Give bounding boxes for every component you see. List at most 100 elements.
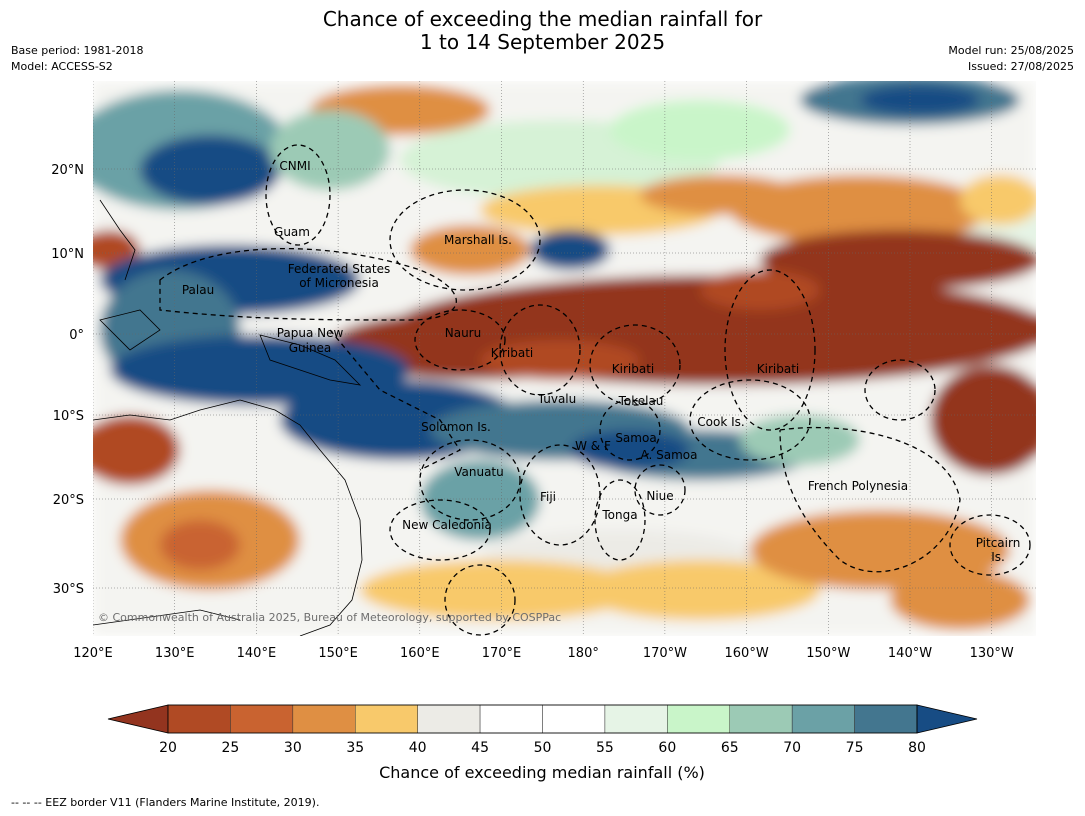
colorbar: 20 25 30 35 40 45 50 55 60 65 70 75 80	[107, 704, 978, 756]
region-label: Papua New	[277, 326, 344, 340]
lat-tick-label: 10°S	[53, 409, 84, 424]
region-label: New Caledonia	[402, 518, 492, 532]
australia-coast-north	[93, 399, 241, 421]
australia-coast-east	[239, 399, 363, 636]
colorbar-segment	[667, 704, 730, 734]
colorbar-segment	[791, 704, 855, 734]
colorbar-extend-low	[107, 704, 169, 734]
model-name: Model: ACCESS-S2	[11, 60, 113, 73]
borneo-coast	[99, 309, 161, 351]
base-period: Base period: 1981-2018	[11, 44, 144, 57]
region-label: Kiribati	[491, 346, 533, 360]
lon-tick-label: 140°W	[888, 646, 932, 661]
region-label: Tonga	[601, 508, 637, 522]
region-label: Cook Is.	[697, 415, 744, 429]
colorbar-tick-label: 20	[159, 740, 177, 756]
region-label: Pitcairn	[976, 536, 1021, 550]
colorbar-tick-label: 75	[846, 740, 864, 756]
lon-tick-label: 120°E	[73, 646, 113, 661]
region-label: Kiribati	[612, 362, 654, 376]
region-label: Is.	[991, 550, 1005, 564]
region-label: Tuvalu	[537, 392, 577, 406]
model-run: Model run: 25/08/2025	[948, 44, 1074, 57]
region-label: Solomon Is.	[421, 420, 491, 434]
region-label: of Micronesia	[299, 276, 379, 290]
region-label: Fiji	[540, 490, 556, 504]
longitude-ticks: 120°E 130°E 140°E 150°E 160°E 170°E 180° 170°W 1…	[73, 646, 1014, 661]
lon-tick-label: 170°E	[482, 646, 522, 661]
region-label: Tokelau	[618, 394, 664, 408]
colorbar-segment	[479, 704, 543, 734]
region-label: Guam	[274, 225, 310, 239]
colorbar-extend-high	[916, 704, 978, 734]
australia-coast-south	[93, 609, 241, 626]
region-label: Kiribati	[757, 362, 799, 376]
colorbar-tick-label: 70	[783, 740, 801, 756]
issued-date: Issued: 27/08/2025	[967, 60, 1074, 73]
colorbar-tick-label: 45	[471, 740, 489, 756]
graticule	[93, 81, 1036, 636]
lat-tick-label: 20°N	[51, 163, 84, 178]
colorbar-tick-label: 55	[596, 740, 614, 756]
region-label: Guinea	[289, 341, 332, 355]
meta-right: Model run: 25/08/2025 Issued: 27/08/2025	[948, 43, 1074, 75]
philippines-coast	[99, 199, 136, 281]
rainfall-field	[93, 81, 1036, 636]
region-label: French Polynesia	[808, 479, 908, 493]
lat-tick-label: 20°S	[53, 493, 84, 508]
lon-tick-label: 150°W	[806, 646, 850, 661]
colorbar-tick-label: 60	[658, 740, 676, 756]
colorbar-tick-label: 35	[346, 740, 364, 756]
lon-tick-label: 130°W	[970, 646, 1014, 661]
copyright-text: © Commonwealth of Australia 2025, Bureau…	[98, 611, 561, 624]
lon-tick-label: 130°E	[155, 646, 195, 661]
colorbar-segment	[604, 704, 668, 734]
colorbar-tick-label: 50	[534, 740, 552, 756]
colorbar-segment	[292, 704, 356, 734]
region-label: W & F	[575, 439, 611, 453]
region-label: A. Samoa	[641, 448, 698, 462]
region-label: Federated States	[288, 262, 390, 276]
colorbar-segment	[355, 704, 418, 734]
region-label: Vanuatu	[454, 465, 504, 479]
colorbar-segment	[230, 704, 294, 734]
lon-tick-label: 140°E	[237, 646, 277, 661]
region-label: Samoa	[615, 431, 656, 445]
colorbar-tick-label: 30	[284, 740, 302, 756]
eez-borders	[159, 144, 1031, 636]
meta-left: Base period: 1981-2018 Model: ACCESS-S2	[11, 43, 143, 75]
region-label: Nauru	[445, 326, 481, 340]
lat-tick-label: 10°N	[51, 247, 84, 262]
lon-tick-label: 160°E	[400, 646, 440, 661]
lon-tick-label: 170°W	[643, 646, 687, 661]
title-line-2: 1 to 14 September 2025	[419, 30, 666, 54]
region-label: Palau	[182, 283, 214, 297]
map-title: Chance of exceeding the median rainfall …	[0, 8, 1085, 54]
colorbar-segment	[729, 704, 793, 734]
region-label: Marshall Is.	[444, 233, 512, 247]
colorbar-segment	[167, 704, 231, 734]
new-guinea-coast	[259, 334, 362, 386]
lat-tick-label: 0°	[69, 328, 84, 343]
coastlines	[93, 199, 363, 636]
latitude-ticks: 20°N 10°N 0° 10°S 20°S 30°S	[51, 163, 84, 597]
lon-tick-label: 180°	[568, 646, 599, 661]
region-label: Niue	[646, 489, 673, 503]
lat-tick-label: 30°S	[53, 582, 84, 597]
lon-tick-label: 160°W	[725, 646, 769, 661]
lon-tick-label: 150°E	[318, 646, 358, 661]
colorbar-tick-label: 40	[409, 740, 427, 756]
title-line-1: Chance of exceeding the median rainfall …	[322, 7, 763, 31]
colorbar-segment	[854, 704, 918, 734]
colorbar-tick-label: 65	[721, 740, 739, 756]
colorbar-segment	[417, 704, 481, 734]
colorbar-tick-label: 80	[908, 740, 926, 756]
colorbar-label: Chance of exceeding median rainfall (%)	[379, 763, 705, 782]
colorbar-segment	[542, 704, 606, 734]
colorbar-tick-label: 25	[222, 740, 240, 756]
footer-note: -- -- -- EEZ border V11 (Flanders Marine…	[11, 796, 320, 809]
region-label: CNMI	[279, 159, 310, 173]
